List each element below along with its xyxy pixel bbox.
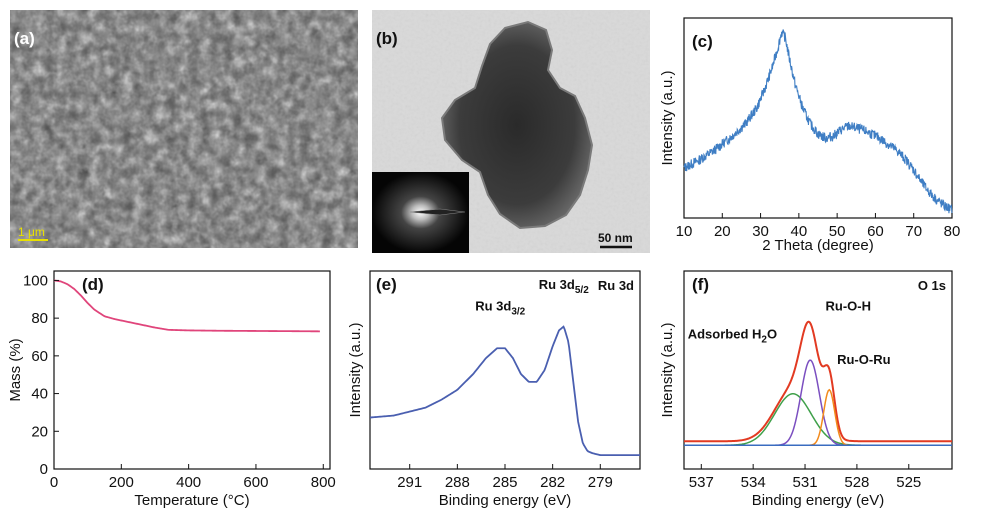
- chart-e: 291 288 285 282 279 Ru 3d3/2Ru 3d5/2 (e) Ru …: [347, 270, 641, 509]
- annotations-e: Ru 3d3/2Ru 3d5/2: [475, 277, 589, 318]
- annotation-suffix: O: [767, 326, 777, 341]
- x-tick-label: 40: [791, 223, 808, 240]
- corner-label-f: O 1s: [918, 278, 946, 293]
- panel-b: (b) 50 nm: [372, 10, 650, 253]
- x-tick-label: 400: [176, 474, 201, 491]
- y-tick-label: 20: [31, 423, 48, 440]
- panel-label-c: (c): [692, 32, 713, 51]
- series-line-total: [684, 320, 952, 443]
- y-tick-label: 80: [31, 310, 48, 327]
- panel-a: (a) 1 μm: [10, 10, 358, 248]
- peak-annotation: Ru 3d3/2: [475, 299, 525, 318]
- saed-beam-stop: [409, 208, 466, 216]
- x-tick-label: 800: [311, 474, 336, 491]
- panel-label-e: (e): [376, 275, 397, 294]
- annotation-text: Ru-O-H: [826, 299, 872, 314]
- x-axis-ticks-e: 291 288 285 282 279: [397, 464, 613, 491]
- plot-frame-f: [683, 270, 953, 470]
- scale-bar-label-a: 1 μm: [18, 225, 45, 239]
- y-tick-label: 0: [40, 461, 48, 478]
- annotation-subscript: 5/2: [575, 285, 589, 296]
- x-axis-title-e: Binding energy (eV): [439, 492, 572, 509]
- y-axis-ticks-d: 0 20 40 60 80 100: [23, 272, 59, 478]
- series-line-ru-o-ru: [684, 388, 952, 446]
- x-tick-label: 288: [445, 474, 470, 491]
- annotation-text: Ru 3d: [539, 277, 575, 292]
- x-tick-label: 531: [793, 474, 818, 491]
- series-line: [683, 29, 953, 215]
- x-tick-label: 525: [896, 474, 921, 491]
- x-tick-label: 70: [905, 223, 922, 240]
- x-tick-label: 537: [689, 474, 714, 491]
- annotation-text: Ru-O-Ru: [837, 352, 890, 367]
- annotations-f: Adsorbed H2O Ru-O-H Ru-O-Ru: [688, 299, 891, 367]
- peak-annotation: Adsorbed H2O: [688, 326, 777, 345]
- x-tick-label: 282: [540, 474, 565, 491]
- x-tick-label: 291: [397, 474, 422, 491]
- chart-d: 0 200 400 600 800 0 20 40 60 80 100 (d) Temperatu…: [7, 270, 336, 509]
- x-tick-label: 60: [867, 223, 884, 240]
- annotation-text: Ru 3d: [475, 299, 511, 314]
- x-tick-label: 279: [588, 474, 613, 491]
- x-tick-label: 30: [752, 223, 769, 240]
- sem-texture: [10, 10, 358, 248]
- y-tick-label: 40: [31, 386, 48, 403]
- x-tick-label: 285: [492, 474, 517, 491]
- y-axis-title-e: Intensity (a.u.): [347, 322, 364, 417]
- x-axis-title-c: 2 Theta (degree): [762, 237, 873, 254]
- corner-label-e: Ru 3d: [598, 278, 634, 293]
- x-axis-title-d: Temperature (°C): [134, 492, 249, 509]
- x-tick-label: 600: [243, 474, 268, 491]
- x-axis-title-f: Binding energy (eV): [752, 492, 885, 509]
- panel-label-f: (f): [692, 275, 709, 294]
- series-line: [369, 325, 640, 457]
- x-axis-ticks-d: 0 200 400 600 800: [50, 464, 336, 491]
- panel-label-a: (a): [14, 29, 35, 48]
- annotation-text: Adsorbed H: [688, 326, 762, 341]
- x-tick-label: 50: [829, 223, 846, 240]
- x-tick-label: 528: [844, 474, 869, 491]
- x-tick-label: 200: [109, 474, 134, 491]
- plot-frame-c: [683, 17, 953, 219]
- x-tick-label: 80: [944, 223, 961, 240]
- scale-bar-label-b: 50 nm: [598, 231, 633, 245]
- annotation-subscript: 2: [761, 334, 767, 345]
- mass-curve-group: [53, 279, 320, 333]
- y-axis-title-d: Mass (%): [7, 338, 24, 401]
- x-tick-label: 10: [676, 223, 693, 240]
- y-tick-label: 100: [23, 272, 48, 289]
- x-tick-label: 20: [714, 223, 731, 240]
- x-axis-ticks-f: 537 534 531 528 525: [689, 464, 921, 491]
- panel-label-b: (b): [376, 29, 398, 48]
- panel-label-d: (d): [82, 275, 104, 294]
- peak-annotation: Ru 3d5/2: [539, 277, 589, 296]
- x-tick-label: 0: [50, 474, 58, 491]
- peak-annotation: Ru-O-H: [826, 299, 872, 314]
- peak-annotation: Ru-O-Ru: [837, 352, 890, 367]
- x-axis-ticks-c: 10 20 30 40 50 60 70 80: [676, 213, 961, 240]
- x-tick-label: 534: [741, 474, 766, 491]
- y-axis-title-c: Intensity (a.u.): [659, 70, 676, 165]
- tem-particle: [440, 20, 594, 230]
- y-tick-label: 60: [31, 348, 48, 365]
- plot-frame-d: [53, 270, 331, 470]
- o1s-curve-group: [684, 320, 952, 446]
- xrd-trace-group: [683, 29, 953, 215]
- chart-f: 537 534 531 528 525 Adsorbed H2O Ru-O-H Ru-O-R…: [659, 270, 953, 509]
- ru3d-curve-group: [369, 325, 640, 457]
- series-line-ru-o-h: [684, 359, 952, 446]
- annotation-subscript: 3/2: [511, 307, 525, 318]
- y-axis-title-f: Intensity (a.u.): [659, 322, 676, 417]
- chart-c: 10 20 30 40 50 60 70 80 (c) 2 Theta (degree) In…: [659, 17, 961, 254]
- series-line: [53, 279, 320, 333]
